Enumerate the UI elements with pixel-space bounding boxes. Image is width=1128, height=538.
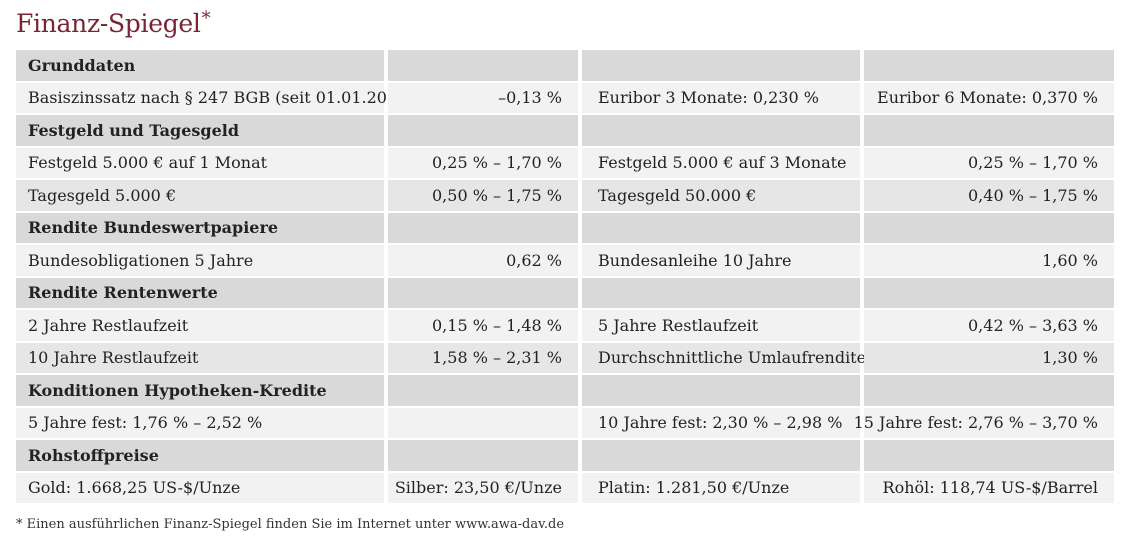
table-cell: Platin: 1.281,50 €/Unze [582,472,860,503]
table-cell: Bundesanleihe 10 Jahre [582,245,860,276]
table-cell: 2 Jahre Restlaufzeit [16,310,384,341]
table-cell: Festgeld 5.000 € auf 3 Monate [582,147,860,178]
section-header-row: Rendite Rentenwerte [16,277,1114,311]
section-title: Festgeld und Tagesgeld [16,115,384,146]
section-title: Rohstoffpreise [16,440,384,471]
table-cell: 0,25 % – 1,70 % [388,147,578,178]
table-cell: 10 Jahre Restlaufzeit [16,342,384,373]
section-header-row: Grunddaten [16,50,1114,83]
table-cell: 5 Jahre fest: 1,76 % – 2,52 % [16,407,384,438]
section-header-row: Konditionen Hypotheken-Kredite [16,375,1114,408]
header-cell [388,115,578,146]
table-cell: Bundesobligationen 5 Jahre [16,245,384,276]
title-footnote-mark: * [201,8,211,29]
section-header-row: Rendite Bundeswertpapiere [16,212,1114,246]
table-row: Festgeld 5.000 € auf 1 Monat 0,25 % – 1,7… [16,147,1114,181]
table-row: Basiszinssatz nach § 247 BGB (seit 01.01… [16,82,1114,116]
table-cell: Silber: 23,50 €/Unze [388,472,578,503]
table-cell: 0,62 % [388,245,578,276]
page-title: Finanz-Spiegel* [16,8,211,38]
header-cell [388,50,578,81]
table-cell: Rohöl: 118,74 US-$/Barrel [864,472,1114,503]
header-cell [582,277,860,308]
header-cell [582,50,860,81]
table-row: 5 Jahre fest: 1,76 % – 2,52 % 10 Jahre fe… [16,407,1114,441]
table-cell: 0,42 % – 3,63 % [864,310,1114,341]
section-header-row: Festgeld und Tagesgeld [16,115,1114,148]
table-cell: 0,40 % – 1,75 % [864,180,1114,211]
header-cell [388,277,578,308]
table-row: Tagesgeld 5.000 €0,50 % – 1,75 % Tagesgel… [16,180,1114,213]
finance-table: Grunddaten Basiszinssatz nach § 247 BGB (… [16,50,1114,505]
section-title: Rendite Bundeswertpapiere [16,212,384,243]
table-cell: 1,30 % [864,342,1114,373]
table-cell: 0,15 % – 1,48 % [388,310,578,341]
header-cell [864,50,1114,81]
table-cell [388,407,578,438]
header-cell [864,440,1114,471]
table-cell: Euribor 3 Monate: 0,230 % [582,82,860,113]
table-cell: 15 Jahre fest: 2,76 % – 3,70 % [854,407,1114,438]
table-row: Gold: 1.668,25 US-$/Unze Silber: 23,50 €/… [16,472,1114,506]
table-cell: Tagesgeld 50.000 € [582,180,860,211]
section-title: Grunddaten [16,50,384,81]
table-cell: 0,50 % – 1,75 % [388,180,578,211]
table-cell: 0,25 % – 1,70 % [864,147,1114,178]
section-title: Konditionen Hypotheken-Kredite [16,375,384,406]
table-cell: Basiszinssatz nach § 247 BGB (seit 01.01… [16,82,414,113]
table-cell: Durchschnittliche Umlaufrendite [582,342,866,373]
header-cell [582,375,860,406]
header-cell [864,115,1114,146]
header-cell [388,212,578,243]
table-cell: 5 Jahre Restlaufzeit [582,310,860,341]
header-cell [582,115,860,146]
header-cell [388,440,578,471]
header-cell [582,212,860,243]
table-cell: Festgeld 5.000 € auf 1 Monat [16,147,384,178]
table-cell: Tagesgeld 5.000 € [16,180,384,211]
table-cell: 1,58 % – 2,31 % [388,342,578,373]
header-cell [388,375,578,406]
table-cell: Euribor 6 Monate: 0,370 % [864,82,1114,113]
header-cell [864,277,1114,308]
table-cell: 1,60 % [864,245,1114,276]
table-row: 2 Jahre Restlaufzeit 0,15 % – 1,48 % 5 Jah… [16,310,1114,343]
table-cell: Gold: 1.668,25 US-$/Unze [16,472,384,503]
table-cell: 10 Jahre fest: 2,30 % – 2,98 % [582,407,860,438]
table-cell: –0,13 % [388,82,578,113]
header-cell [582,440,860,471]
table-row: 10 Jahre Restlaufzeit 1,58 % – 2,31 % Durc… [16,342,1114,376]
table-row: Bundesobligationen 5 Jahre 0,62 % Bundesan… [16,245,1114,278]
header-cell [864,375,1114,406]
footnote: * Einen ausführlichen Finanz-Spiegel fin… [16,517,565,532]
header-cell [864,212,1114,243]
section-header-row: Rohstoffpreise [16,440,1114,473]
section-title: Rendite Rentenwerte [16,277,384,308]
